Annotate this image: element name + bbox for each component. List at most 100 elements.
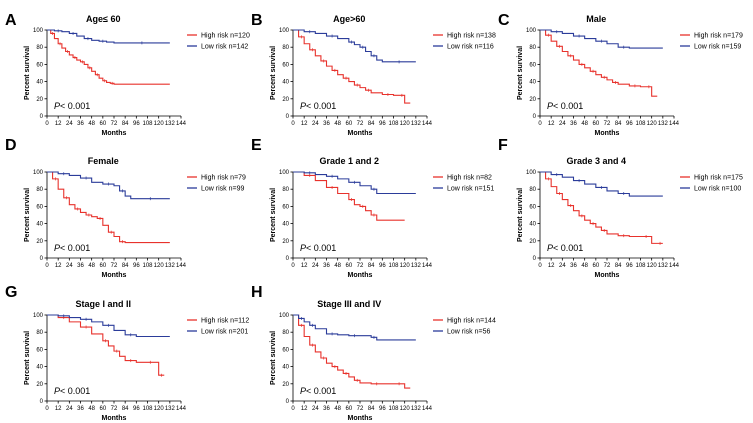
- panel-letter: D: [5, 137, 17, 154]
- legend-label: Low risk n=159: [694, 44, 741, 51]
- y-axis-label: Percent survival: [24, 46, 31, 100]
- x-tick-label: 72: [357, 263, 364, 269]
- y-tick-label: 80: [282, 330, 289, 336]
- high-risk-curve: [47, 29, 170, 85]
- y-tick-label: 80: [282, 45, 289, 51]
- x-tick-label: 12: [55, 121, 62, 127]
- x-tick-label: 84: [122, 406, 129, 412]
- low-risk-curve: [47, 171, 170, 200]
- y-tick-label: 80: [529, 187, 536, 193]
- x-tick-label: 60: [592, 121, 599, 127]
- y-tick-label: 0: [40, 256, 44, 262]
- x-tick-label: 0: [538, 121, 542, 127]
- x-tick-label: 120: [154, 263, 165, 269]
- x-tick-label: 48: [581, 263, 588, 269]
- x-tick-label: 24: [559, 263, 566, 269]
- low-risk-curve: [293, 29, 416, 63]
- x-tick-label: 0: [291, 121, 295, 127]
- x-tick-label: 120: [647, 121, 658, 127]
- x-tick-label: 24: [66, 121, 73, 127]
- x-tick-label: 132: [658, 263, 669, 269]
- y-tick-label: 80: [36, 45, 43, 51]
- y-tick-label: 100: [526, 28, 537, 34]
- y-tick-label: 80: [36, 330, 43, 336]
- y-tick-label: 80: [36, 187, 43, 193]
- x-tick-label: 108: [142, 263, 153, 269]
- high-risk-curve: [47, 314, 165, 376]
- x-tick-label: 48: [88, 406, 95, 412]
- legend-label: Low risk n=151: [447, 186, 494, 193]
- y-tick-label: 100: [33, 170, 44, 176]
- y-axis-label: Percent survival: [24, 331, 31, 385]
- x-tick-label: 84: [368, 263, 375, 269]
- x-tick-label: 72: [604, 263, 611, 269]
- x-tick-label: 72: [111, 121, 118, 127]
- x-tick-label: 0: [291, 263, 295, 269]
- y-tick-label: 20: [36, 97, 43, 103]
- x-tick-label: 12: [548, 121, 555, 127]
- y-axis-label: Percent survival: [270, 46, 277, 100]
- p-value: P< 0.001: [54, 101, 90, 111]
- x-tick-label: 120: [647, 263, 658, 269]
- x-tick-label: 96: [626, 121, 633, 127]
- panel-letter: B: [251, 12, 263, 29]
- x-tick-label: 108: [142, 406, 153, 412]
- x-tick-label: 72: [357, 121, 364, 127]
- y-tick-label: 0: [286, 114, 290, 120]
- y-tick-label: 80: [529, 45, 536, 51]
- x-tick-label: 108: [635, 121, 646, 127]
- low-risk-curve: [293, 171, 416, 195]
- x-tick-label: 132: [165, 121, 176, 127]
- x-tick-label: 24: [559, 121, 566, 127]
- p-value: P< 0.001: [547, 101, 583, 111]
- legend-label: High risk n=82: [447, 175, 492, 182]
- x-tick-label: 12: [55, 406, 62, 412]
- x-tick-label: 24: [66, 406, 73, 412]
- p-value: P< 0.001: [547, 243, 583, 253]
- x-tick-label: 48: [334, 263, 341, 269]
- legend-label: Low risk n=201: [201, 329, 248, 336]
- legend-label: Low risk n=116: [447, 44, 494, 51]
- panel-c: C Male 0 20 40 60 80 100 0 12 24 36 48 60 72 84 96 108 120…: [498, 12, 743, 137]
- x-tick-label: 48: [334, 121, 341, 127]
- low-risk-curve: [540, 29, 663, 49]
- x-tick-label: 84: [122, 263, 129, 269]
- x-tick-label: 12: [301, 406, 308, 412]
- x-tick-label: 120: [154, 406, 165, 412]
- x-tick-label: 12: [55, 263, 62, 269]
- panel-a: A Age≤ 60 0 20 40 60 80 100 0 12 24 36 48 60 72 84 96 108…: [5, 12, 250, 137]
- x-tick-label: 36: [77, 121, 84, 127]
- x-tick-label: 84: [368, 121, 375, 127]
- y-tick-label: 20: [529, 97, 536, 103]
- x-axis-label: Months: [348, 415, 373, 422]
- panel-g: G Stage I and II 0 20 40 60 80 100 0 12 24 36 48 60 72…: [5, 284, 249, 422]
- panel-h: H Stage III and IV 0 20 40 60 80 100 0 12 24 36 48 60…: [251, 284, 496, 422]
- x-tick-label: 96: [379, 121, 386, 127]
- legend-label: Low risk n=142: [201, 44, 248, 51]
- x-tick-label: 60: [99, 263, 106, 269]
- high-risk-curve: [540, 29, 658, 97]
- x-tick-label: 0: [45, 263, 49, 269]
- panel-letter: C: [498, 12, 510, 29]
- x-tick-label: 108: [635, 263, 646, 269]
- y-tick-label: 0: [533, 256, 537, 262]
- y-tick-label: 60: [529, 62, 536, 68]
- y-tick-label: 20: [282, 382, 289, 388]
- high-risk-curve: [293, 29, 411, 104]
- p-value: P< 0.001: [300, 386, 336, 396]
- y-tick-label: 100: [279, 170, 290, 176]
- y-tick-label: 40: [282, 222, 289, 228]
- x-tick-label: 144: [422, 263, 433, 269]
- x-tick-label: 144: [422, 121, 433, 127]
- p-value: P< 0.001: [54, 386, 90, 396]
- legend-label: Low risk n=100: [694, 186, 741, 193]
- x-tick-label: 132: [165, 263, 176, 269]
- x-tick-label: 24: [312, 263, 319, 269]
- panel-f: F Grade 3 and 4 0 20 40 60 80 100 0 12 24 36 48 60 72 8…: [498, 137, 743, 279]
- x-tick-label: 48: [88, 121, 95, 127]
- y-tick-label: 60: [36, 347, 43, 353]
- legend-label: Low risk n=56: [447, 329, 490, 336]
- y-tick-label: 100: [526, 170, 537, 176]
- y-tick-label: 20: [282, 239, 289, 245]
- x-tick-label: 12: [301, 263, 308, 269]
